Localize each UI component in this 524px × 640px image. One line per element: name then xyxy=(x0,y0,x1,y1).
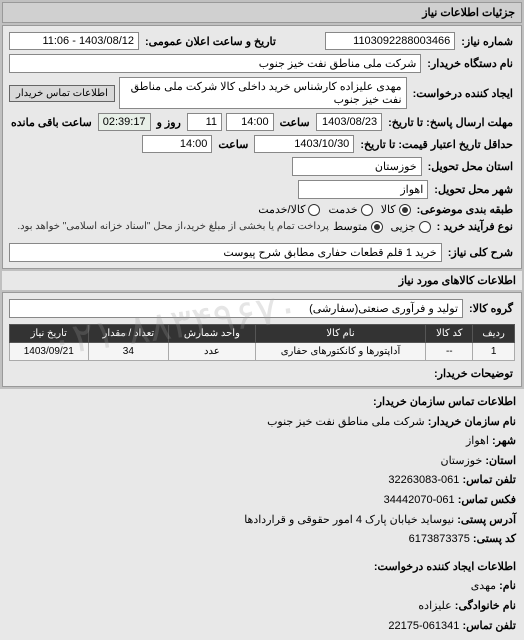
desc-field: خرید 1 قلم قطعات حفاری مطابق شرح پیوست xyxy=(9,243,442,262)
contact-postal-label: کد پستی: xyxy=(473,533,516,545)
contact-fax-value: 061-34442070 xyxy=(384,494,455,506)
creator-name-value: مهدی xyxy=(471,580,496,592)
deadline-time-field: 14:00 xyxy=(226,113,274,131)
deadline-label: مهلت ارسال پاسخ: تا تاریخ: xyxy=(386,116,515,129)
table-header: ردیف xyxy=(473,325,515,343)
city-label: شهر محل تحویل: xyxy=(432,183,515,196)
goods-table: ردیفکد کالانام کالاواحد شمارشتعداد / مقد… xyxy=(9,324,515,361)
days-remain-field: 11 xyxy=(187,113,222,131)
creator-label: ایجاد کننده درخواست: xyxy=(411,87,515,100)
table-header: واحد شمارش xyxy=(169,325,255,343)
contact-info-button[interactable]: اطلاعات تماس خریدار xyxy=(9,85,115,102)
validity-date-field: 1403/10/30 xyxy=(254,135,354,153)
time-remain-label: ساعت باقی مانده xyxy=(9,116,94,129)
province-label: استان محل تحویل: xyxy=(426,160,515,173)
buyer-notes-label: توضیحات خریدار: xyxy=(432,367,515,380)
need-no-field: 1103092288003466 xyxy=(325,32,455,50)
table-cell: آداپتورها و کانکتورهای حفاری xyxy=(255,343,426,361)
radio-service[interactable]: خدمت xyxy=(328,203,372,216)
process-radio-group: جزیی متوسط xyxy=(333,220,431,233)
contact-phone-label: تلفن تماس: xyxy=(462,474,516,486)
group-field: تولید و فرآوری صنعتی(سفارشی) xyxy=(9,299,463,318)
need-info-panel: شماره نیاز: 1103092288003466 تاریخ و ساع… xyxy=(2,25,522,269)
table-header: کد کالا xyxy=(426,325,473,343)
days-remain-label: روز و xyxy=(155,116,183,129)
goods-panel: گروه کالا: تولید و فرآوری صنعتی(سفارشی) … xyxy=(2,292,522,387)
time-label-2: ساعت xyxy=(216,138,250,151)
time-remain-field: 02:39:17 xyxy=(98,113,151,131)
subject-class-radio-group: کالا خدمت کالا/خدمت xyxy=(258,203,410,216)
creator-field: مهدی علیزاده کارشناس خرید داخلی کالا شرک… xyxy=(119,77,407,109)
group-label: گروه کالا: xyxy=(467,302,515,315)
table-cell: 34 xyxy=(88,343,169,361)
table-cell: عدد xyxy=(169,343,255,361)
goods-section-title: اطلاعات کالاهای مورد نیاز xyxy=(2,271,522,290)
contact-info-block: اطلاعات تماس سازمان خریدار: نام سازمان خ… xyxy=(0,389,524,554)
radio-medium[interactable]: متوسط xyxy=(333,220,383,233)
creator-lname-label: نام خانوادگی: xyxy=(455,600,516,612)
creator-lname-value: علیزاده xyxy=(418,600,451,612)
announce-field: 1403/08/12 - 11:06 xyxy=(9,32,139,50)
desc-label: شرح کلی نیاز: xyxy=(446,246,515,259)
contact-province-label: استان: xyxy=(485,455,516,467)
radio-icon xyxy=(361,204,373,216)
table-cell: 1 xyxy=(473,343,515,361)
time-label-1: ساعت xyxy=(278,116,312,129)
announce-label: تاریخ و ساعت اعلان عمومی: xyxy=(143,35,278,48)
creator-phone-value: 061341-22175 xyxy=(388,620,459,632)
buyer-label: نام دستگاه خریدار: xyxy=(425,57,515,70)
process-note: پرداخت تمام یا بخشی از مبلغ خرید،از محل … xyxy=(17,221,329,232)
deadline-date-field: 1403/08/23 xyxy=(316,113,383,131)
table-cell: -- xyxy=(426,343,473,361)
table-row: 1--آداپتورها و کانکتورهای حفاریعدد341403… xyxy=(10,343,515,361)
buyer-field: شرکت ملی مناطق نفت خیز جنوب xyxy=(9,54,421,73)
radio-icon xyxy=(371,221,383,233)
contact-section-title: اطلاعات تماس سازمان خریدار: xyxy=(373,396,516,408)
need-no-label: شماره نیاز: xyxy=(459,35,515,48)
city-field: اهواز xyxy=(298,180,428,199)
province-field: خوزستان xyxy=(292,157,422,176)
radio-icon xyxy=(419,221,431,233)
radio-partial[interactable]: جزیی xyxy=(391,220,431,233)
contact-phone-value: 061-32263083 xyxy=(388,474,459,486)
creator-name-label: نام: xyxy=(499,580,516,592)
subject-class-label: طبقه بندی موضوعی: xyxy=(415,203,515,216)
contact-city-value: اهواز xyxy=(466,435,489,447)
table-header: تعداد / مقدار xyxy=(88,325,169,343)
process-label: نوع فرآیند خرید : xyxy=(435,220,515,233)
radio-icon xyxy=(308,204,320,216)
radio-icon xyxy=(399,204,411,216)
org-value: شرکت ملی مناطق نفت خیز جنوب xyxy=(267,416,425,428)
contact-address-label: آدرس پستی: xyxy=(457,514,516,526)
validity-time-field: 14:00 xyxy=(142,135,212,153)
table-cell: 1403/09/21 xyxy=(10,343,89,361)
table-header: نام کالا xyxy=(255,325,426,343)
table-header: تاریخ نیاز xyxy=(10,325,89,343)
contact-address-value: نیوساید خیابان پارک 4 امور حقوقی و قرارد… xyxy=(244,514,454,526)
validity-label: حداقل تاریخ اعتبار قیمت: تا تاریخ: xyxy=(358,138,515,151)
creator-phone-label: تلفن تماس: xyxy=(462,620,516,632)
creator-section-title: اطلاعات ایجاد کننده درخواست: xyxy=(374,561,516,573)
creator-info-block: اطلاعات ایجاد کننده درخواست: نام: مهدی ن… xyxy=(0,554,524,640)
org-label: نام سازمان خریدار: xyxy=(428,416,516,428)
page-title: جزئیات اطلاعات نیاز xyxy=(2,2,522,23)
contact-fax-label: فکس تماس: xyxy=(458,494,516,506)
contact-province-value: خوزستان xyxy=(440,455,482,467)
contact-postal-value: 6173873375 xyxy=(409,533,470,545)
contact-city-label: شهر: xyxy=(492,435,516,447)
radio-goods-service[interactable]: کالا/خدمت xyxy=(258,203,320,216)
radio-goods[interactable]: کالا xyxy=(381,203,411,216)
